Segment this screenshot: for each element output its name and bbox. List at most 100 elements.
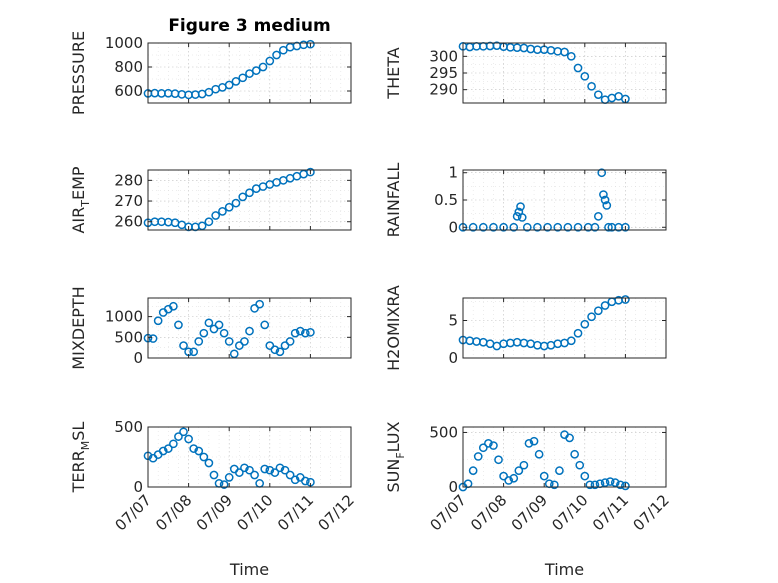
data-point: [516, 202, 525, 211]
data-point: [580, 319, 590, 329]
y-tick-label: 0: [133, 478, 143, 496]
data-point: [580, 471, 590, 481]
data-point: [573, 63, 583, 73]
data-point: [563, 222, 573, 232]
y-tick-label: 300: [429, 47, 458, 65]
data-point: [533, 222, 542, 232]
data-point: [590, 480, 600, 490]
y-axis-label-subscript: M: [79, 441, 92, 451]
data-point: [621, 295, 630, 304]
data-point: [224, 202, 234, 212]
data-point: [270, 468, 280, 477]
y-tick-label: 600: [114, 82, 143, 100]
data-point: [280, 341, 290, 350]
data-point: [575, 460, 585, 470]
x-ticks: [147, 427, 352, 487]
x-ticks: [462, 298, 667, 358]
y-tick-label: 290: [429, 81, 458, 99]
grid-lines: [147, 169, 352, 230]
data-point: [306, 327, 315, 337]
data-point: [260, 320, 270, 330]
data-point: [509, 222, 519, 232]
x-ticks: [462, 170, 667, 230]
data-point: [275, 463, 285, 473]
data-point: [197, 221, 207, 231]
chart-title: Figure 3 medium: [168, 16, 330, 36]
data-point: [610, 478, 620, 487]
data-point: [245, 188, 254, 198]
x-ticks: [462, 43, 667, 103]
y-axis-label-rest: LUX: [384, 421, 403, 452]
data-point: [238, 192, 248, 202]
data-point: [504, 476, 514, 485]
y-tick-label: 0.5: [434, 191, 458, 209]
data-point: [550, 480, 559, 490]
data-point: [615, 480, 625, 490]
data-point: [306, 167, 315, 177]
data-point: [499, 222, 508, 232]
data-point: [539, 471, 549, 481]
data-point: [585, 480, 595, 490]
data-point: [214, 320, 224, 330]
data-points: [143, 299, 315, 359]
data-point: [255, 299, 264, 309]
plot-area: [148, 170, 351, 230]
data-point: [499, 471, 508, 481]
axes-frame: [147, 169, 352, 231]
data-point: [484, 439, 493, 448]
data-point: [174, 432, 183, 441]
data-point: [468, 466, 478, 475]
chart-pressure: 600 800 1000 PRESSURE Figure 3 medium: [69, 16, 352, 115]
data-points: [458, 41, 630, 105]
y-ticks: 0 500: [429, 423, 666, 496]
y-axis-label: TERRMSL: [69, 422, 92, 494]
y-tick-label: 800: [114, 58, 143, 76]
y-tick-label: 295: [429, 64, 458, 82]
x-ticks: [147, 170, 352, 230]
data-point: [514, 466, 524, 475]
data-point: [194, 446, 204, 456]
data-point: [245, 465, 254, 475]
y-axis-label: AIRTEMP: [69, 166, 92, 233]
data-point: [179, 341, 188, 350]
x-tick-label: 07/11: [274, 491, 317, 534]
x-ticks: [147, 298, 352, 358]
y-tick-label: 0: [448, 349, 458, 367]
data-point: [229, 349, 239, 359]
y-ticks: 00.51: [434, 164, 666, 236]
data-point: [250, 470, 259, 480]
data-point: [235, 468, 244, 477]
data-point: [148, 334, 158, 343]
y-tick-label: 5: [448, 312, 458, 330]
y-axis-label: THETA: [384, 47, 403, 99]
data-point: [570, 449, 580, 459]
data-point: [494, 455, 503, 465]
data-point: [560, 47, 569, 57]
data-point: [240, 337, 249, 346]
data-point: [219, 480, 229, 489]
data-point: [555, 466, 564, 475]
data-point: [153, 316, 163, 326]
data-point: [489, 222, 498, 232]
data-point: [204, 217, 214, 227]
y-axis-label-subscript: F: [394, 452, 407, 458]
y-axis-label-rest: EMP: [69, 166, 88, 200]
axes-frame: [462, 297, 667, 359]
y-axis-label: SUNFLUX: [384, 421, 407, 492]
chart-mixdepth: 0 500 1000 MIXDEPTH: [69, 286, 352, 370]
data-point: [478, 443, 488, 453]
data-point: [517, 213, 527, 222]
data-point: [512, 212, 522, 221]
data-point: [621, 222, 630, 232]
data-point: [580, 71, 590, 81]
data-point: [240, 463, 249, 473]
data-point: [587, 312, 596, 322]
x-axis-label: Time: [229, 560, 269, 579]
data-point: [473, 452, 483, 461]
data-point: [245, 69, 254, 78]
